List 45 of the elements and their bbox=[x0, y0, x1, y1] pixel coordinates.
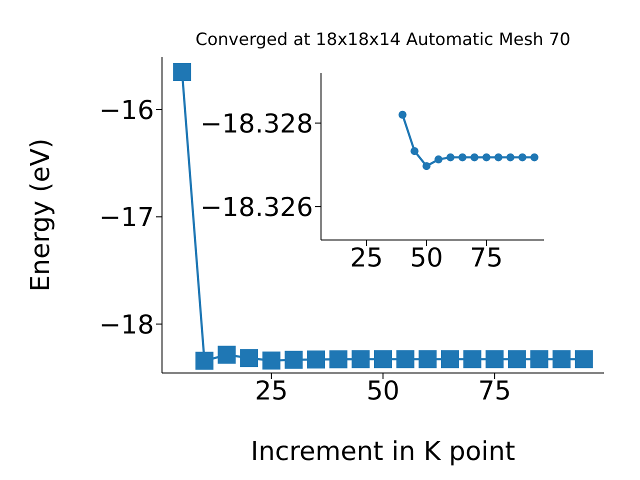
x-tick-label: 50 bbox=[410, 243, 444, 274]
point bbox=[307, 350, 326, 368]
point bbox=[284, 350, 303, 369]
point bbox=[486, 350, 504, 368]
y-tick-label: −18.328 bbox=[200, 109, 313, 140]
point bbox=[352, 350, 370, 368]
point bbox=[530, 350, 548, 368]
point bbox=[508, 350, 526, 368]
point bbox=[173, 63, 192, 82]
point bbox=[470, 153, 478, 162]
point bbox=[494, 153, 502, 162]
point bbox=[240, 349, 258, 368]
point bbox=[329, 350, 348, 368]
y-tick-label: −18 bbox=[99, 310, 154, 340]
x-tick-label: 75 bbox=[470, 243, 503, 274]
point bbox=[482, 153, 490, 162]
point bbox=[262, 352, 280, 370]
x-tick-label: 50 bbox=[366, 376, 400, 406]
point bbox=[506, 153, 514, 162]
point bbox=[218, 346, 236, 364]
x-tick-label: 25 bbox=[350, 243, 384, 274]
y-tick-label: −16 bbox=[99, 96, 154, 126]
point bbox=[463, 350, 482, 368]
point bbox=[396, 350, 414, 368]
y-tick-label: −18.326 bbox=[200, 192, 313, 223]
x-tick-label: 75 bbox=[478, 376, 512, 406]
point bbox=[440, 350, 459, 368]
point bbox=[434, 155, 442, 164]
x-tick-label: 25 bbox=[254, 376, 288, 406]
point bbox=[398, 110, 407, 119]
x-axis-title: Increment in K point bbox=[250, 437, 516, 467]
point bbox=[446, 153, 454, 162]
point bbox=[374, 350, 392, 368]
point bbox=[458, 153, 466, 162]
y-axis-title: Energy (eV) bbox=[26, 138, 56, 292]
point bbox=[552, 350, 571, 368]
point bbox=[410, 147, 419, 156]
chart-title: Converged at 18x18x14 Automatic Mesh 70 bbox=[194, 30, 572, 50]
point bbox=[518, 153, 526, 162]
point bbox=[574, 350, 593, 368]
point bbox=[195, 352, 214, 370]
point bbox=[530, 153, 538, 162]
point bbox=[418, 350, 437, 368]
point bbox=[422, 162, 431, 170]
y-tick-label: −17 bbox=[99, 203, 154, 234]
